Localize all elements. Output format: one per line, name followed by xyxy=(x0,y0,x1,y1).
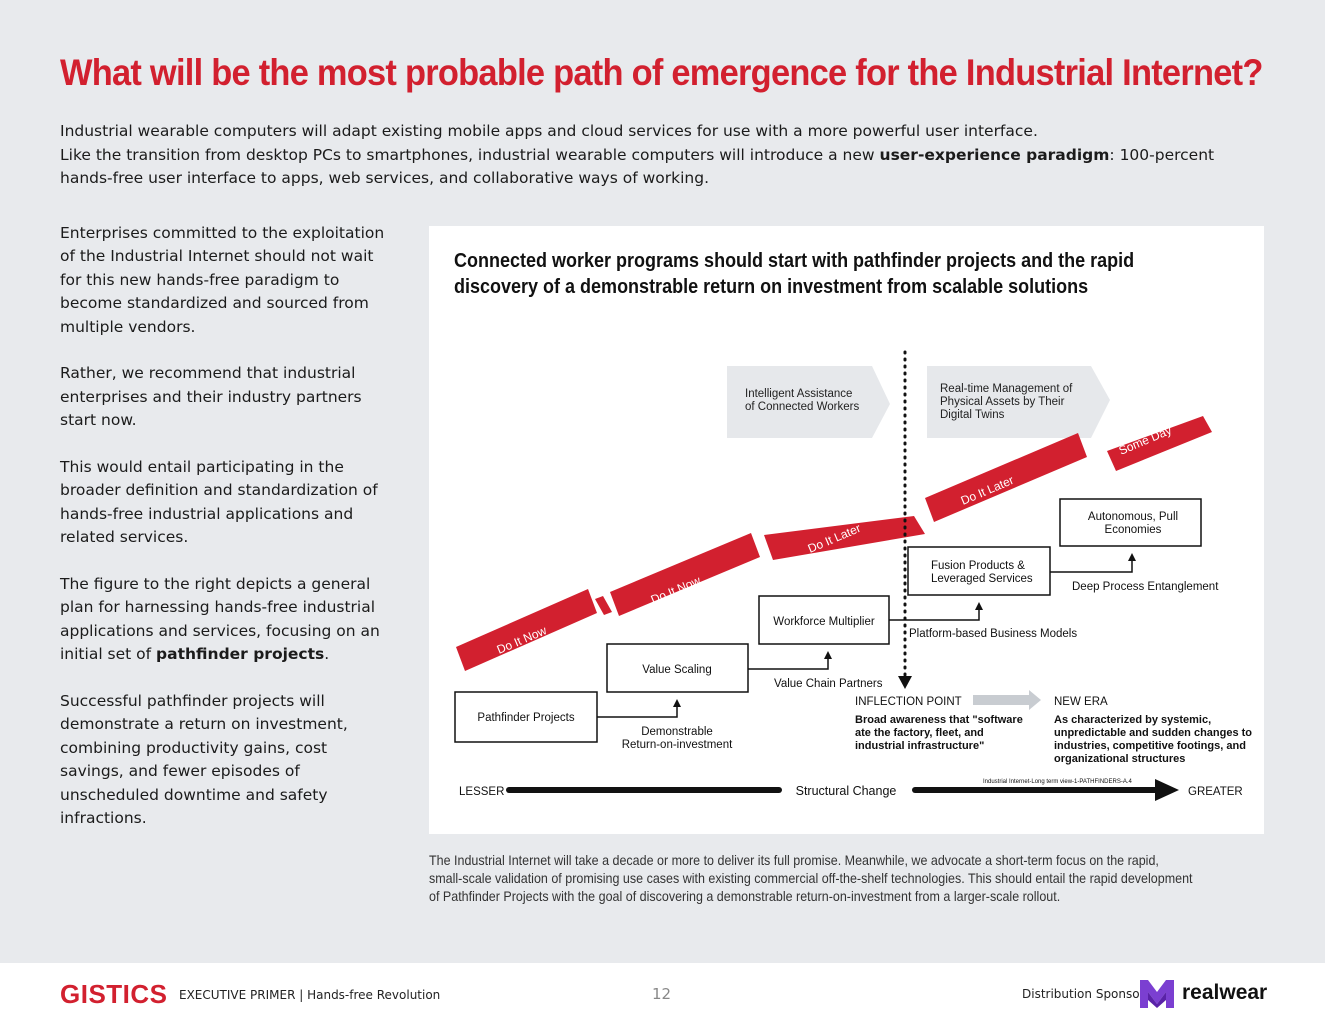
connector-label-platform: Platform-based Business Models xyxy=(909,628,1077,640)
step-label-autonomous-1: Autonomous, Pull xyxy=(1088,511,1178,523)
ribbon-segment-6 xyxy=(1107,416,1212,471)
connector-label-roi-2: Return-on-investment xyxy=(622,739,733,751)
realwear-wordmark: realwear xyxy=(1182,981,1268,1004)
step-box-pathfinder xyxy=(454,691,598,743)
inflection-desc-1: Broad awareness that "software xyxy=(855,714,1023,726)
inflection-desc-3: industrial infrastructure" xyxy=(855,740,984,752)
body-paragraph-4-text: The figure to the right depicts a genera… xyxy=(60,575,380,664)
intro-text: Industrial wearable computers will adapt… xyxy=(60,120,1260,191)
body-paragraph-1: Enterprises committed to the exploitatio… xyxy=(60,224,385,336)
new-era-heading: NEW ERA xyxy=(1054,696,1108,708)
step-label-pathfinder: Pathfinder Projects xyxy=(477,712,574,724)
step-box-fusion xyxy=(907,546,1051,596)
step-label-workforce: Workforce Multiplier xyxy=(773,616,875,628)
realwear-logo-icon xyxy=(1140,980,1174,1008)
digital-twins-chevron xyxy=(927,366,1110,438)
body-paragraph-5: Successful pathfinder projects will demo… xyxy=(60,692,348,828)
inflection-arrowhead xyxy=(898,676,912,689)
timing-ribbon xyxy=(456,416,1212,671)
axis-arrowhead xyxy=(1155,779,1179,801)
ribbon-segment-1 xyxy=(456,589,597,671)
digital-twins-chevron-label-2: Physical Assets by Their xyxy=(940,396,1065,408)
connector-roi xyxy=(597,699,681,718)
intro-line-2-text: Like the transition from desktop PCs to … xyxy=(60,145,880,164)
connector-label-entanglement: Deep Process Entanglement xyxy=(1072,581,1219,593)
sponsor-label: Distribution Sponsor xyxy=(1022,987,1145,1001)
body-emphasis: pathfinder projects xyxy=(156,645,325,664)
body-paragraph-4: The figure to the right depicts a genera… xyxy=(60,573,390,667)
step-label-fusion-1: Fusion Products & xyxy=(931,560,1025,572)
connector-value-chain xyxy=(748,651,832,670)
axis-label-greater: GREATER xyxy=(1188,786,1243,798)
figure-panel: Connected worker programs should start w… xyxy=(429,226,1264,834)
new-era-desc-1: As characterized by systemic, xyxy=(1054,714,1211,726)
inflection-heading: INFLECTION POINT xyxy=(855,696,962,708)
axis-label-lesser: LESSER xyxy=(459,786,504,798)
intro-line-1: Industrial wearable computers will adapt… xyxy=(60,122,1038,140)
assistance-chevron xyxy=(727,366,890,438)
axis-label-structural-change: Structural Change xyxy=(796,784,897,798)
digital-twins-chevron-label-3: Digital Twins xyxy=(940,409,1005,421)
ribbon-segment-4 xyxy=(764,516,925,560)
figure-title: Connected worker programs should start w… xyxy=(454,250,1135,298)
step-label-fusion-2: Leveraged Services xyxy=(931,573,1033,585)
body-paragraph-3: This would entail participating in the b… xyxy=(60,458,378,547)
ribbon-segment-2 xyxy=(595,596,612,615)
connector-entanglement xyxy=(1050,553,1136,573)
assistance-chevron-label-1: Intelligent Assistance xyxy=(745,388,852,400)
step-box-autonomous xyxy=(1059,498,1202,547)
inflection-desc-2: ate the factory, fleet, and xyxy=(855,727,984,739)
step-label-value-scaling: Value Scaling xyxy=(642,664,711,676)
new-era-desc-4: organizational structures xyxy=(1054,753,1185,765)
new-era-desc-3: industries, competitive footings, and xyxy=(1054,740,1246,752)
body-paragraph-2: Rather, we recommend that industrial ent… xyxy=(60,364,362,430)
digital-twins-chevron-label-1: Real-time Management of xyxy=(940,383,1073,395)
intro-line-2: Like the transition from desktop PCs to … xyxy=(60,144,1260,191)
intro-emphasis: user-experience paradigm xyxy=(879,145,1110,164)
primer-label: EXECUTIVE PRIMER | Hands-free Revolution xyxy=(179,988,441,1002)
step-box-value-scaling xyxy=(606,643,749,693)
page-number: 12 xyxy=(652,985,672,1003)
connector-label-value-chain: Value Chain Partners xyxy=(774,678,883,690)
page-title: What will be the most probable path of e… xyxy=(60,52,1263,93)
step-box-workforce xyxy=(758,595,890,645)
figure-reference: Industrial Internet-Long term view-1-PAT… xyxy=(983,779,1132,785)
new-era-desc-2: unpredictable and sudden changes to xyxy=(1054,727,1252,739)
intro-line-2-end: : 100-percent hands-free user interface … xyxy=(60,145,1215,188)
gistics-logo: GISTICS xyxy=(60,979,168,1009)
assistance-chevron-label-2: of Connected Workers xyxy=(745,401,859,413)
body-paragraph-4-end: . xyxy=(324,645,330,664)
step-label-autonomous-2: Economies xyxy=(1105,524,1162,536)
figure-caption: The Industrial Internet will take a deca… xyxy=(429,853,1193,904)
ribbon-segment-3 xyxy=(610,533,760,616)
connector-label-roi-1: Demonstrable xyxy=(641,726,713,738)
footer: GISTICS EXECUTIVE PRIMER | Hands-free Re… xyxy=(0,963,1325,1024)
ribbon-segment-5 xyxy=(925,433,1087,522)
body-text-column: Enterprises committed to the exploitatio… xyxy=(60,222,390,854)
connector-platform xyxy=(889,602,983,621)
pathway-diagram: Intelligent Assistance of Connected Work… xyxy=(454,350,1252,801)
new-era-arrow xyxy=(973,690,1041,710)
